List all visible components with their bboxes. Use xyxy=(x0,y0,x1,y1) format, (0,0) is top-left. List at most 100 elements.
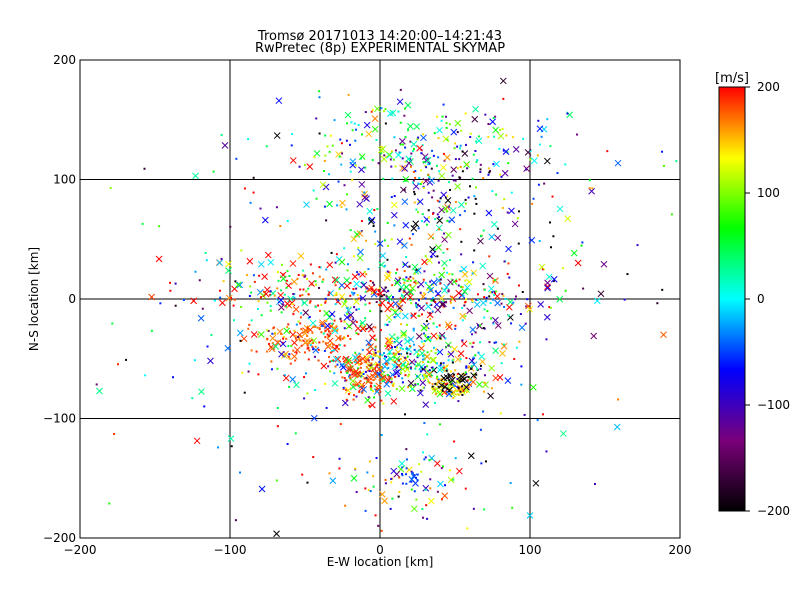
data-point-dot xyxy=(372,475,375,478)
data-point-dot xyxy=(454,369,457,372)
data-point-dot xyxy=(383,355,386,358)
data-point-dot xyxy=(360,322,363,325)
data-point-cross xyxy=(385,151,393,159)
data-point-dot xyxy=(283,374,286,377)
data-point-dot xyxy=(395,388,398,391)
data-point-dot xyxy=(299,288,302,291)
data-point-dot xyxy=(372,485,375,488)
data-point-dot xyxy=(441,498,444,501)
data-point-dot xyxy=(427,209,430,212)
data-point-cross xyxy=(394,368,402,376)
data-point-dot xyxy=(354,164,357,167)
data-point-dot xyxy=(429,478,432,481)
data-point-dot xyxy=(489,170,492,173)
data-point-dot xyxy=(471,177,474,180)
data-point-dot xyxy=(359,366,362,369)
data-point-dot xyxy=(318,132,321,135)
data-point-dot xyxy=(426,433,429,436)
data-point-dot xyxy=(256,333,259,336)
data-point-dot xyxy=(434,382,437,385)
data-point-dot xyxy=(371,291,374,294)
data-point-dot xyxy=(381,354,384,357)
data-point-dot xyxy=(345,139,348,142)
data-point-dot xyxy=(344,379,347,382)
data-point-cross xyxy=(436,390,444,398)
data-point-dot xyxy=(514,298,517,301)
chart-title: Tromsø 20171013 14:20:00–14:21:43 xyxy=(257,29,502,44)
data-point-dot xyxy=(502,343,505,346)
data-point-dot xyxy=(374,345,377,348)
data-point-dot xyxy=(458,393,461,396)
data-point-cross xyxy=(454,183,461,190)
x-tick-label: −200 xyxy=(64,543,97,557)
data-point-dot xyxy=(314,305,317,308)
data-point-dot xyxy=(309,344,312,347)
data-point-dot xyxy=(394,375,397,378)
data-point-dot xyxy=(436,255,439,258)
data-point-dot xyxy=(463,304,466,307)
data-point-dot xyxy=(413,343,416,346)
data-point-dot xyxy=(447,373,450,376)
data-point-dot xyxy=(476,159,479,162)
data-point-cross xyxy=(353,298,360,305)
data-point-dot xyxy=(384,323,387,326)
data-point-dot xyxy=(355,395,358,398)
data-point-dot xyxy=(390,165,393,168)
data-point-dot xyxy=(367,268,370,271)
data-point-dot xyxy=(283,293,286,296)
data-point-cross xyxy=(331,327,339,335)
data-point-dot xyxy=(404,374,407,377)
data-point-dot xyxy=(324,329,327,332)
data-point-dot xyxy=(331,350,334,353)
data-point-dot xyxy=(363,282,366,285)
data-point-dot xyxy=(327,330,330,333)
data-point-dot xyxy=(465,366,468,369)
data-point-dot xyxy=(473,249,476,252)
data-point-dot xyxy=(336,204,339,207)
data-point-dot xyxy=(479,168,482,171)
data-point-cross xyxy=(331,346,339,353)
data-point-dot xyxy=(468,185,471,188)
data-point-dot xyxy=(301,473,304,476)
data-point-dot xyxy=(413,281,416,284)
data-point-dot xyxy=(464,371,467,374)
data-point-dot xyxy=(380,304,383,307)
data-point-dot xyxy=(116,363,119,366)
data-point-cross xyxy=(367,343,375,350)
data-point-dot xyxy=(317,304,320,307)
data-point-cross xyxy=(460,265,468,273)
data-point-cross xyxy=(479,262,487,270)
data-point-dot xyxy=(493,135,496,138)
data-point-dot xyxy=(442,305,445,308)
data-point-dot xyxy=(373,396,376,399)
data-point-dot xyxy=(411,472,414,475)
data-point-dot xyxy=(495,341,498,344)
data-point-dot xyxy=(408,237,411,240)
data-point-dot xyxy=(510,322,513,325)
data-point-dot xyxy=(409,366,412,369)
data-point-cross xyxy=(289,157,297,164)
data-point-dot xyxy=(370,382,373,385)
data-point-dot xyxy=(433,401,436,404)
data-point-dot xyxy=(315,197,318,200)
data-point-dot xyxy=(662,164,665,167)
data-point-dot xyxy=(343,247,346,250)
data-point-dot xyxy=(325,219,328,222)
data-point-dot xyxy=(511,506,514,509)
data-point-cross xyxy=(301,329,309,337)
data-point-cross xyxy=(289,376,296,383)
data-point-dot xyxy=(506,151,509,154)
data-point-dot xyxy=(331,144,334,147)
data-point-dot xyxy=(443,232,446,235)
data-point-dot xyxy=(243,391,246,394)
data-point-dot xyxy=(363,191,366,194)
data-point-cross xyxy=(377,289,384,297)
data-point-dot xyxy=(428,312,431,315)
data-point-dot xyxy=(485,300,488,303)
data-point-dot xyxy=(393,316,396,319)
data-point-dot xyxy=(345,371,348,374)
data-point-cross xyxy=(344,111,352,119)
colorbar-tick-label: −100 xyxy=(757,398,790,412)
data-point-dot xyxy=(439,197,442,200)
data-point-cross xyxy=(425,257,433,264)
